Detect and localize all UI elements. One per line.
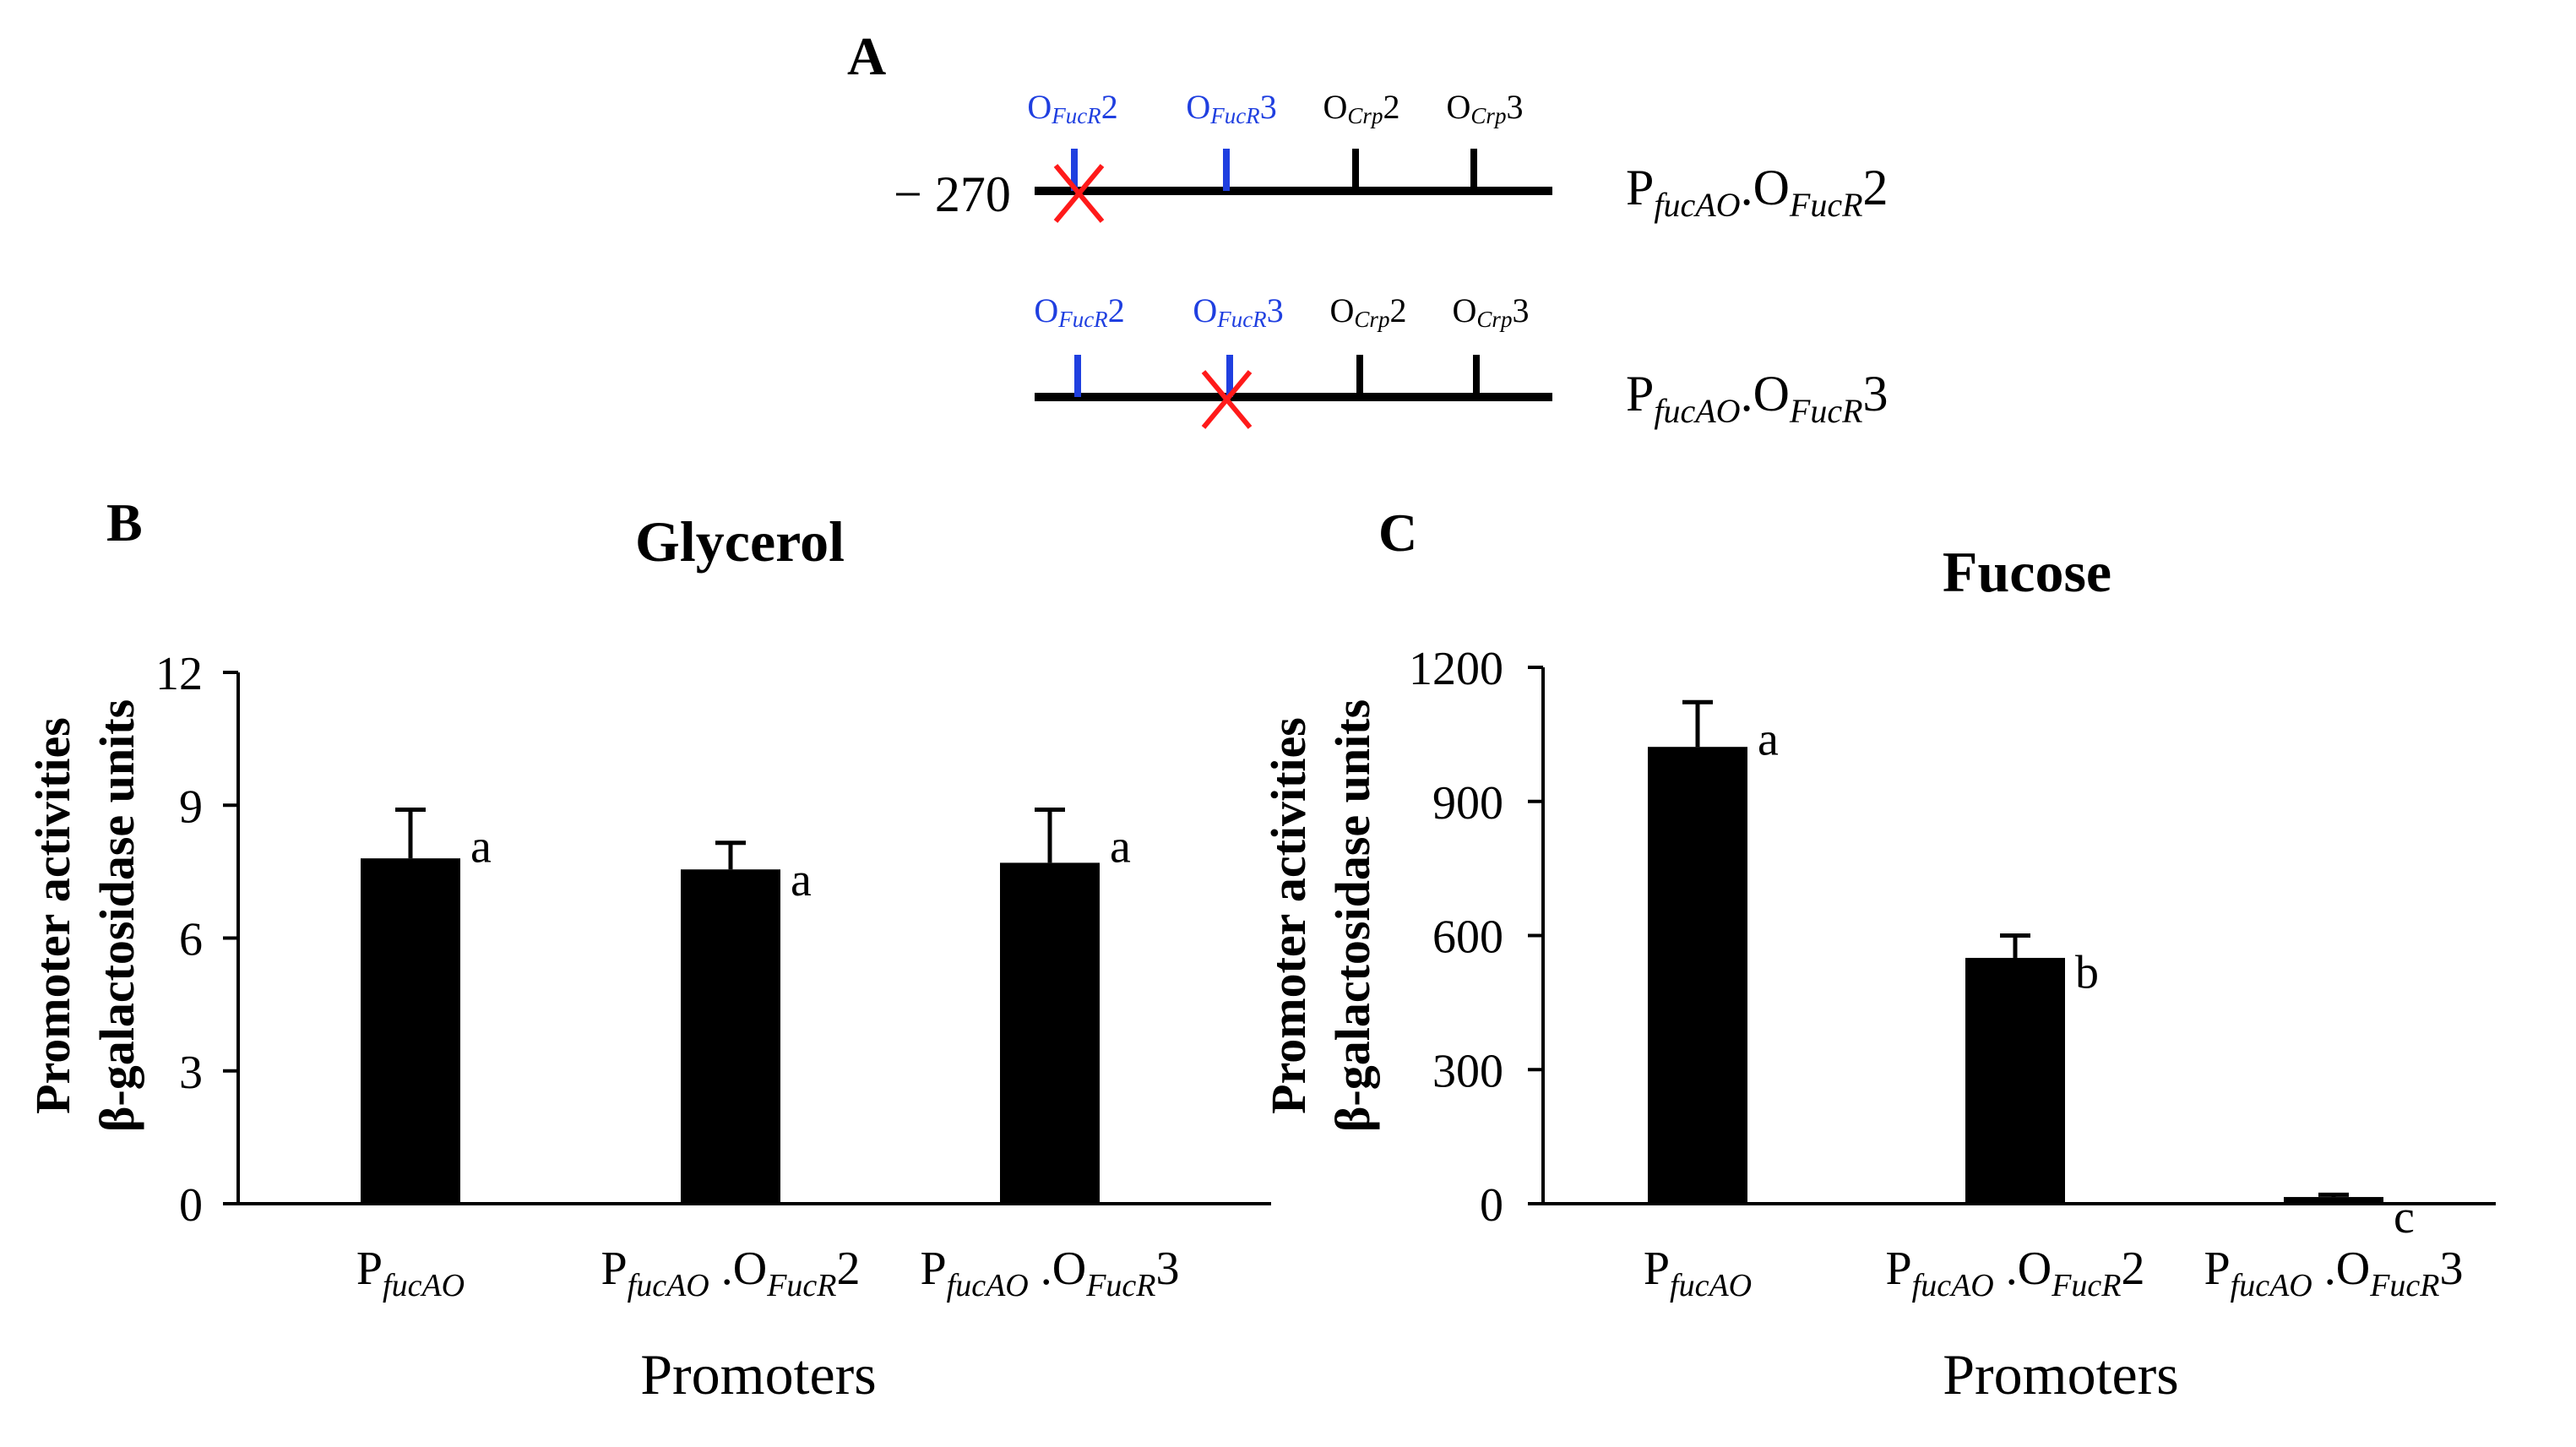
y-tick-label: 1200 bbox=[1409, 643, 1503, 695]
panel-c-label: C bbox=[1378, 503, 1417, 563]
chart-title: Glycerol bbox=[635, 509, 845, 574]
construct-2: OFucR2 OFucR3 OCrp2 OCrp3 PfucAO.OFucR3 bbox=[1034, 291, 1888, 430]
site-label-crp2: OCrp2 bbox=[1323, 88, 1400, 128]
site-label-fucr3: OFucR3 bbox=[1186, 88, 1276, 128]
construct-1: − 270 OFucR2 OFucR3 OCrp2 OCrp3 PfucAO.O… bbox=[894, 88, 1889, 224]
x-axis-label: Promoters bbox=[1943, 1342, 2179, 1406]
site-label-fucr2: OFucR2 bbox=[1027, 88, 1117, 128]
y-axis-label-line2: β-galactosidase units bbox=[90, 699, 144, 1132]
site-label-fucr2: OFucR2 bbox=[1034, 291, 1124, 332]
plot-area: 0 3 6 9 12 a PfucAO a PfucAO .OFucR2 a PfucAO .OFu… bbox=[155, 648, 1271, 1303]
y-tick-label: 3 bbox=[179, 1047, 203, 1099]
category-label: PfucAO .OFucR3 bbox=[921, 1243, 1180, 1303]
bar bbox=[361, 858, 460, 1204]
site-label-crp2: OCrp2 bbox=[1330, 291, 1407, 332]
panel-b-label: B bbox=[106, 492, 143, 552]
y-axis-label-line2: β-galactosidase units bbox=[1325, 699, 1380, 1132]
bar bbox=[1000, 862, 1100, 1204]
significance-letter: a bbox=[1758, 713, 1779, 765]
x-axis-label: Promoters bbox=[640, 1342, 877, 1406]
significance-letter: a bbox=[470, 820, 492, 873]
y-tick-label: 0 bbox=[179, 1179, 203, 1232]
site-label-crp3: OCrp3 bbox=[1447, 88, 1524, 128]
significance-letter: b bbox=[2075, 947, 2099, 999]
significance-letter: a bbox=[791, 854, 812, 906]
y-tick-label: 9 bbox=[179, 781, 203, 833]
y-axis-label-line1: Promoter activities bbox=[25, 717, 80, 1114]
y-axis-label-line1: Promoter activities bbox=[1261, 717, 1316, 1114]
y-tick-label: 300 bbox=[1432, 1045, 1503, 1097]
site-label-fucr3: OFucR3 bbox=[1193, 291, 1283, 332]
chart-fucose: C Fucose Promoter activities β-galactosi… bbox=[1261, 503, 2496, 1406]
y-tick-label: 900 bbox=[1432, 777, 1503, 830]
category-label: PfucAO .OFucR2 bbox=[601, 1243, 861, 1303]
category-label: PfucAO .OFucR3 bbox=[2204, 1243, 2464, 1303]
construct-1-name: PfucAO.OFucR2 bbox=[1626, 160, 1889, 224]
bar bbox=[2284, 1197, 2383, 1204]
position-label: − 270 bbox=[894, 166, 1011, 222]
site-label-crp3: OCrp3 bbox=[1453, 291, 1530, 332]
category-label: PfucAO bbox=[1644, 1243, 1752, 1303]
panel-a-label: A bbox=[847, 26, 886, 86]
significance-letter: c bbox=[2394, 1191, 2415, 1243]
y-tick-label: 0 bbox=[1480, 1179, 1503, 1232]
y-tick-label: 6 bbox=[179, 914, 203, 966]
bar bbox=[1965, 957, 2065, 1204]
category-label: PfucAO bbox=[356, 1243, 465, 1303]
bar bbox=[1648, 747, 1747, 1204]
y-tick-label: 12 bbox=[155, 648, 203, 700]
plot-area: 0 300 600 900 1200 a PfucAO b PfucAO .OFucR2 cPfu… bbox=[1409, 643, 2496, 1303]
significance-letter: a bbox=[1110, 820, 1131, 873]
mutation-cross-2 bbox=[1201, 370, 1253, 429]
construct-2-name: PfucAO.OFucR3 bbox=[1626, 366, 1889, 430]
chart-glycerol: B Glycerol Promoter activities β-galacto… bbox=[25, 492, 1271, 1406]
y-tick-label: 600 bbox=[1432, 911, 1503, 964]
bar bbox=[681, 869, 780, 1204]
category-label: PfucAO .OFucR2 bbox=[1886, 1243, 2145, 1303]
panel-a: A − 270 OFucR2 OFucR3 OCrp2 OCrp3 PfucAO… bbox=[847, 26, 1889, 430]
chart-title: Fucose bbox=[1943, 540, 2111, 604]
mutation-cross-1 bbox=[1053, 164, 1105, 223]
